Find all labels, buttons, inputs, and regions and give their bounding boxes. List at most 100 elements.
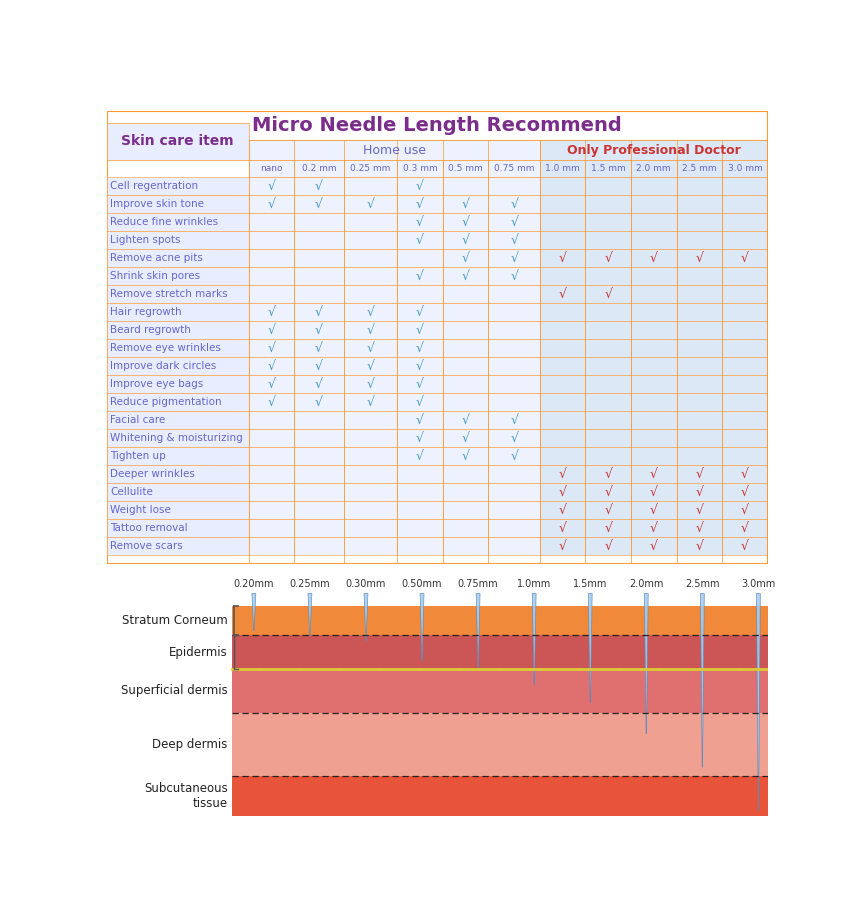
Bar	[630, 519, 676, 537]
Bar	[722, 231, 767, 250]
Bar	[676, 393, 722, 411]
Text: √: √	[558, 251, 566, 265]
Bar	[106, 501, 249, 519]
Text: √: √	[740, 521, 748, 534]
Polygon shape	[699, 593, 704, 767]
Bar	[722, 411, 767, 429]
Text: √: √	[314, 306, 323, 319]
Bar	[106, 123, 249, 160]
Text: √: √	[649, 540, 657, 553]
Bar	[676, 195, 722, 214]
Bar	[488, 357, 539, 375]
Text: √: √	[416, 449, 423, 462]
Text: √: √	[366, 198, 374, 211]
Text: √: √	[740, 540, 748, 553]
Text: Lighten spots: Lighten spots	[110, 235, 181, 245]
Bar	[539, 303, 584, 321]
Bar	[630, 411, 676, 429]
Text: √: √	[603, 287, 612, 301]
Bar	[249, 393, 294, 411]
Bar	[676, 267, 722, 286]
Text: √: √	[740, 468, 748, 481]
Bar	[294, 321, 343, 339]
Text: √: √	[416, 414, 423, 426]
Bar	[343, 321, 397, 339]
Bar	[539, 339, 584, 357]
Bar	[442, 321, 488, 339]
Text: Improve eye bags: Improve eye bags	[110, 379, 203, 390]
Text: √: √	[416, 306, 423, 319]
Bar	[676, 411, 722, 429]
Bar	[106, 537, 249, 555]
Text: √: √	[314, 180, 323, 192]
Bar	[539, 429, 584, 447]
Bar	[232, 775, 767, 816]
Bar	[106, 339, 249, 357]
Text: √: √	[509, 216, 517, 228]
Text: 0.75 mm: 0.75 mm	[493, 164, 534, 173]
Text: √: √	[509, 251, 517, 265]
Bar	[676, 537, 722, 555]
Bar	[294, 250, 343, 267]
Text: 0.30mm: 0.30mm	[345, 579, 386, 589]
Text: √: √	[649, 468, 657, 481]
Bar	[488, 375, 539, 393]
Bar	[294, 357, 343, 375]
Bar	[539, 195, 584, 214]
Bar	[584, 231, 630, 250]
Bar	[397, 465, 442, 483]
Bar	[249, 141, 539, 160]
Bar	[397, 321, 442, 339]
Bar	[294, 537, 343, 555]
Text: √: √	[694, 504, 703, 517]
Bar	[722, 357, 767, 375]
Text: √: √	[558, 521, 566, 534]
Text: Tighten up: Tighten up	[110, 451, 165, 461]
Bar	[584, 357, 630, 375]
Bar	[249, 447, 294, 465]
Polygon shape	[643, 593, 648, 733]
Bar	[539, 267, 584, 286]
Bar	[488, 483, 539, 501]
Polygon shape	[532, 593, 535, 684]
Text: √: √	[558, 468, 566, 481]
Text: √: √	[461, 270, 469, 283]
Text: √: √	[416, 432, 423, 445]
Bar	[397, 195, 442, 214]
Bar	[106, 195, 249, 214]
Bar	[442, 267, 488, 286]
Text: √: √	[366, 342, 374, 355]
Bar	[488, 447, 539, 465]
Bar	[442, 339, 488, 357]
Bar	[584, 160, 630, 178]
Text: Superficial dermis: Superficial dermis	[121, 684, 227, 697]
Text: 2.5 mm: 2.5 mm	[682, 164, 716, 173]
Bar	[106, 267, 249, 286]
Bar	[488, 286, 539, 303]
Text: √: √	[558, 485, 566, 498]
Text: √: √	[461, 432, 469, 445]
Bar	[232, 713, 767, 775]
Bar	[488, 231, 539, 250]
Text: Only Professional Doctor: Only Professional Doctor	[567, 144, 740, 157]
Bar	[294, 429, 343, 447]
Bar	[343, 393, 397, 411]
Text: √: √	[509, 414, 517, 426]
Text: √: √	[314, 198, 323, 211]
Bar	[249, 231, 294, 250]
Bar	[442, 160, 488, 178]
Text: √: √	[694, 485, 703, 498]
Bar	[630, 357, 676, 375]
Bar	[488, 160, 539, 178]
Bar	[294, 214, 343, 231]
Bar	[294, 195, 343, 214]
Bar	[249, 483, 294, 501]
Bar	[294, 501, 343, 519]
Bar	[630, 447, 676, 465]
Bar	[397, 501, 442, 519]
Text: Cell regentration: Cell regentration	[110, 181, 198, 192]
Bar	[630, 214, 676, 231]
Bar	[106, 111, 767, 141]
Bar	[343, 160, 397, 178]
Bar	[232, 635, 767, 669]
